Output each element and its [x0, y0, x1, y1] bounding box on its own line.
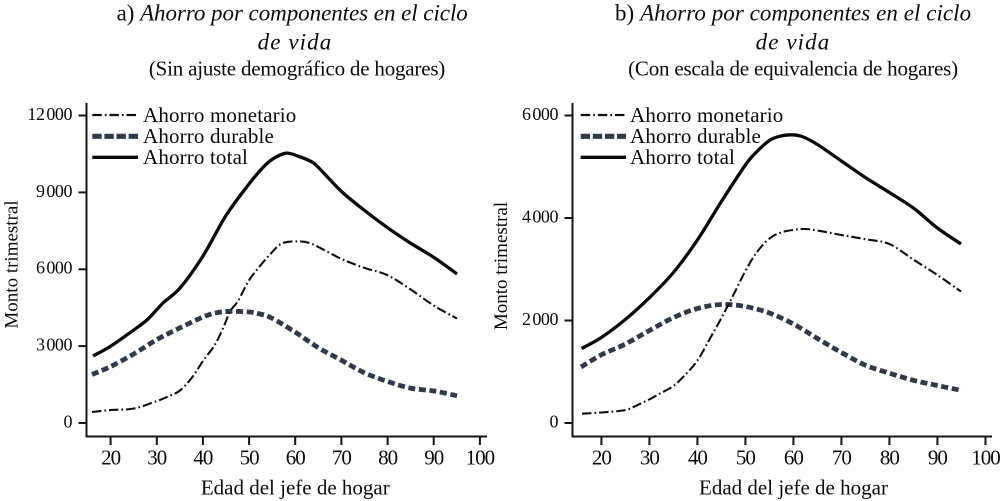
svg-text:Ahorro durable: Ahorro durable — [143, 124, 274, 148]
svg-text:9 000: 9 000 — [36, 181, 73, 201]
svg-text:30: 30 — [147, 446, 167, 470]
svg-text:90: 90 — [424, 446, 444, 470]
svg-text:Ahorro total: Ahorro total — [143, 145, 248, 169]
svg-text:20: 20 — [592, 446, 612, 470]
svg-text:60: 60 — [286, 446, 306, 470]
svg-text:80: 80 — [880, 446, 900, 470]
svg-text:80: 80 — [378, 446, 398, 470]
svg-text:0: 0 — [63, 411, 72, 431]
svg-text:20: 20 — [101, 446, 121, 470]
svg-text:Edad del jefe de hogar: Edad del jefe de hogar — [699, 475, 888, 499]
svg-text:de vida: de vida — [756, 30, 831, 55]
svg-text:a) Ahorro por componentes en e: a) Ahorro por componentes en el ciclo — [117, 1, 468, 26]
svg-text:100: 100 — [466, 446, 495, 470]
svg-text:Ahorro durable: Ahorro durable — [630, 124, 761, 148]
svg-text:de vida: de vida — [258, 30, 333, 55]
svg-text:12 000: 12 000 — [27, 104, 72, 124]
svg-text:Ahorro monetario: Ahorro monetario — [143, 103, 296, 127]
svg-text:(Con escala de equivalencia de: (Con escala de equivalencia de hogares) — [628, 57, 958, 81]
svg-text:70: 70 — [332, 446, 352, 470]
svg-text:60: 60 — [784, 446, 804, 470]
svg-text:90: 90 — [928, 446, 948, 470]
svg-text:b) Ahorro por componentes en e: b) Ahorro por componentes en el ciclo — [615, 1, 971, 26]
svg-text:Monto trimestral: Monto trimestral — [2, 200, 23, 328]
svg-text:0: 0 — [549, 411, 558, 431]
svg-text:Ahorro total: Ahorro total — [630, 145, 735, 169]
svg-text:Edad del jefe de hogar: Edad del jefe de hogar — [201, 475, 390, 499]
svg-text:6 000: 6 000 — [36, 258, 73, 278]
svg-text:3 000: 3 000 — [36, 335, 73, 355]
svg-text:40: 40 — [193, 446, 213, 470]
svg-text:100: 100 — [971, 446, 1000, 470]
svg-text:2 000: 2 000 — [522, 309, 559, 329]
svg-text:4 000: 4 000 — [522, 206, 559, 226]
svg-text:30: 30 — [640, 446, 660, 470]
svg-text:6 000: 6 000 — [522, 104, 559, 124]
svg-text:50: 50 — [736, 446, 756, 470]
svg-text:(Sin ajuste demográfico de hog: (Sin ajuste demográfico de hogares) — [149, 57, 445, 81]
svg-text:Ahorro monetario: Ahorro monetario — [630, 103, 783, 127]
svg-text:40: 40 — [688, 446, 708, 470]
svg-text:Monto trimestral: Monto trimestral — [491, 202, 512, 330]
svg-text:70: 70 — [832, 446, 852, 470]
svg-text:50: 50 — [240, 446, 260, 470]
